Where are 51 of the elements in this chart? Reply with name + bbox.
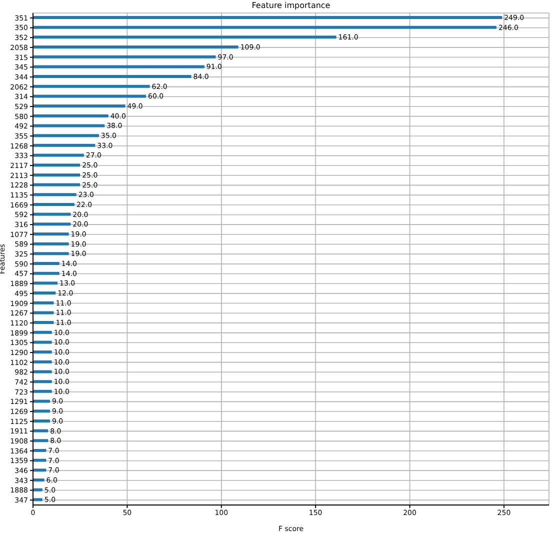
bar [33,65,204,68]
bar [33,448,46,452]
bar [33,370,52,374]
bar [33,478,44,482]
bar [33,222,71,226]
bar [33,124,105,128]
bar [33,350,52,354]
bar [33,144,96,147]
bar [33,183,80,186]
bar [33,84,150,88]
bar [33,46,238,49]
bar [33,400,50,403]
bar [33,202,74,206]
bar [33,380,52,384]
bar [33,262,60,265]
bar [33,390,52,393]
bar [33,104,126,108]
bar [33,134,99,138]
bar [33,311,54,314]
bar [33,282,58,285]
bar [33,272,60,275]
bar [33,164,80,167]
bar [33,16,502,19]
chart-title: Feature importance [250,1,332,10]
bar [33,193,76,196]
bar [33,458,46,462]
bar [33,26,496,29]
bar [33,419,50,422]
bar [33,75,192,78]
bar [33,498,42,502]
bar [33,429,48,432]
bar [33,321,54,324]
bar [33,439,48,442]
bar [33,292,56,295]
bar [33,173,80,176]
bar [33,232,69,236]
bar [33,154,84,157]
bar [33,488,42,492]
bar [33,55,216,58]
bar [33,36,336,39]
bar [33,410,50,413]
bar [33,94,146,98]
bar [33,114,108,118]
bar [33,212,71,216]
bar [33,301,54,304]
bar [33,252,69,256]
bar [33,360,52,364]
bar [33,468,46,472]
bar [33,242,69,246]
bar [33,340,52,344]
bar [33,330,52,334]
